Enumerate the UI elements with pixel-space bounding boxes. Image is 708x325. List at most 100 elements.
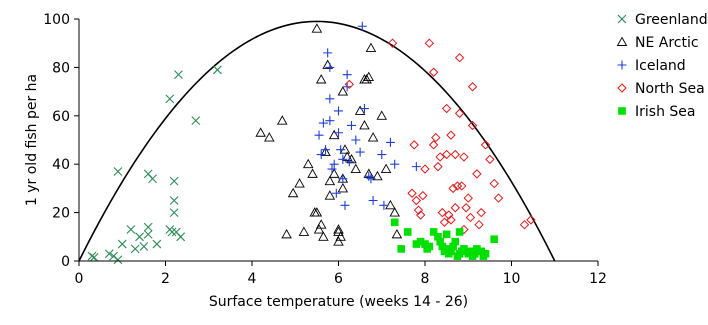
data-point [466, 247, 475, 256]
data-point [143, 229, 153, 239]
data-point [450, 203, 460, 213]
data-point [461, 203, 471, 213]
data-point [294, 178, 305, 188]
data-point [324, 190, 336, 200]
data-point [428, 67, 439, 77]
data-point [411, 162, 421, 172]
data-point [472, 169, 482, 179]
data-point [333, 224, 344, 234]
data-point [346, 120, 356, 130]
data-point [476, 207, 486, 218]
data-point [113, 167, 123, 176]
y-tick-label: 80 [52, 60, 70, 76]
data-point [365, 42, 377, 52]
data-point [337, 86, 349, 96]
data-point [130, 244, 140, 254]
data-point [526, 215, 536, 225]
x-tick-label: 2 [161, 271, 170, 287]
data-point [357, 21, 367, 31]
data-point [412, 240, 421, 248]
points-layer [87, 21, 536, 265]
data-point [481, 249, 490, 258]
legend-marker [617, 14, 627, 24]
data-point [454, 53, 465, 63]
x-tick-label: 6 [334, 271, 343, 287]
data-point [176, 232, 186, 242]
data-point [463, 193, 473, 203]
data-point [435, 152, 445, 162]
data-point [429, 228, 438, 236]
data-point [448, 183, 458, 194]
data-point [104, 249, 114, 259]
data-point [169, 176, 179, 186]
data-point [441, 149, 452, 160]
data-point [451, 237, 460, 246]
data-point [431, 132, 441, 143]
data-point [442, 230, 451, 239]
data-point [416, 237, 425, 246]
data-point [336, 145, 346, 155]
data-point [519, 219, 530, 230]
data-point [334, 128, 343, 138]
x-tick-label: 10 [503, 271, 521, 287]
data-point [424, 38, 435, 48]
data-point [380, 163, 392, 173]
data-point [165, 94, 175, 104]
series-iceland [314, 21, 421, 210]
data-point [454, 108, 465, 119]
data-point [390, 159, 400, 169]
data-point [351, 135, 361, 145]
data-point [413, 205, 424, 215]
data-point [344, 157, 354, 167]
data-point [376, 110, 388, 120]
data-point [473, 245, 481, 253]
legend-marker [617, 60, 627, 70]
y-tick-label: 40 [52, 157, 70, 173]
data-point [341, 151, 353, 161]
data-point [328, 129, 340, 140]
y-axis-title: 1 yr old fish per ha [24, 74, 40, 206]
data-point [325, 94, 335, 104]
data-point [470, 249, 479, 258]
data-point [433, 161, 443, 172]
data-point [325, 116, 335, 126]
data-point [459, 152, 469, 162]
data-point [169, 208, 179, 217]
data-point [87, 251, 97, 261]
data-point [355, 147, 365, 157]
data-point [277, 115, 288, 125]
y-tick-label: 100 [43, 12, 70, 28]
data-point [387, 38, 398, 48]
x-axis-title: Surface temperature (weeks 14 - 26) [209, 294, 468, 310]
legend-marker [616, 36, 628, 46]
data-point [418, 190, 428, 201]
data-point [390, 218, 399, 227]
data-point [328, 168, 340, 178]
data-point [411, 195, 422, 206]
data-point [331, 188, 341, 198]
data-point [143, 222, 153, 232]
data-point [350, 163, 362, 173]
data-point [397, 245, 406, 253]
data-point [437, 207, 448, 218]
legend-item-iceland: Iceland [617, 58, 686, 74]
data-point [320, 146, 331, 157]
data-point [329, 159, 339, 169]
data-point [372, 170, 383, 181]
legend-marker [618, 107, 626, 115]
x-tick-label: 0 [75, 271, 84, 287]
data-point [307, 168, 318, 178]
data-point [89, 252, 99, 262]
data-point [489, 178, 499, 189]
data-point [359, 120, 370, 130]
data-point [485, 154, 495, 165]
legend-item-irish-sea: Irish Sea [618, 104, 695, 120]
data-point [493, 193, 504, 203]
data-point [442, 245, 451, 253]
data-point [264, 132, 275, 142]
data-point [363, 71, 375, 82]
legend-label: North Sea [635, 81, 705, 97]
data-point [342, 70, 352, 80]
data-point [338, 154, 348, 164]
data-point [407, 188, 417, 198]
